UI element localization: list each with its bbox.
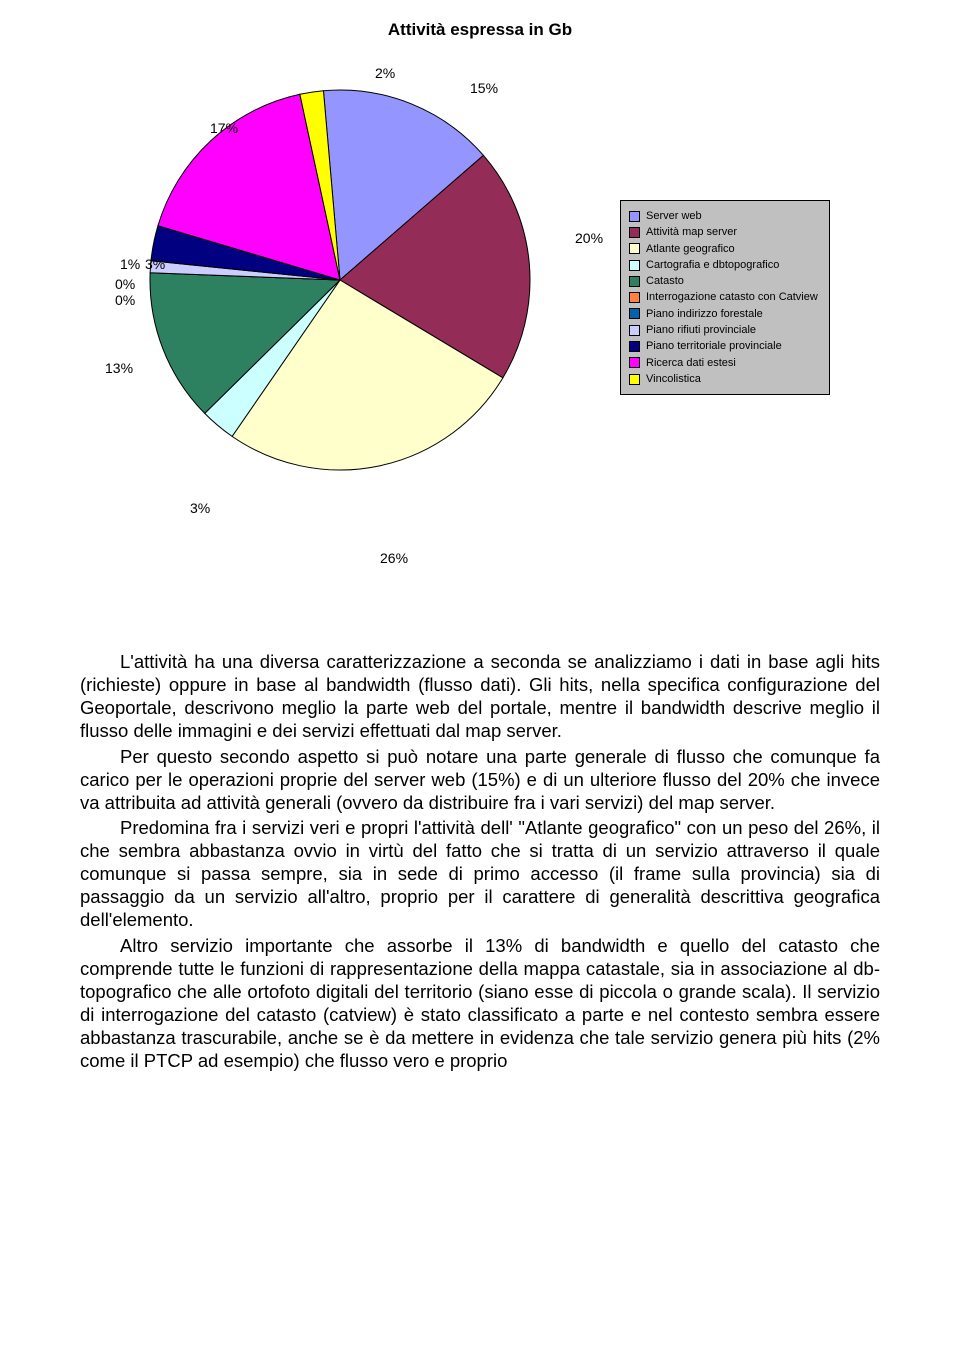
chart-legend: Server web Attività map server Atlante geo… bbox=[620, 200, 830, 395]
legend-item: Ricerca dati estesi bbox=[629, 356, 819, 370]
pie-pct-rifiuti: 1% bbox=[120, 256, 140, 272]
legend-item: Interrogazione catasto con Catview bbox=[629, 290, 819, 304]
legend-label: Ricerca dati estesi bbox=[646, 356, 736, 370]
legend-item: Piano indirizzo forestale bbox=[629, 307, 819, 321]
pie-pct-server-web: 15% bbox=[470, 80, 498, 96]
legend-swatch bbox=[629, 325, 640, 336]
legend-label: Piano territoriale provinciale bbox=[646, 339, 782, 353]
pie-chart bbox=[140, 80, 540, 480]
legend-swatch bbox=[629, 308, 640, 319]
legend-item: Atlante geografico bbox=[629, 242, 819, 256]
pie-pct-map-server: 20% bbox=[575, 230, 603, 246]
legend-swatch bbox=[629, 374, 640, 385]
legend-label: Piano indirizzo forestale bbox=[646, 307, 763, 321]
legend-label: Catasto bbox=[646, 274, 684, 288]
legend-item: Catasto bbox=[629, 274, 819, 288]
pie-pct-catview: 0% bbox=[115, 292, 135, 308]
pie-pct-cartografia: 3% bbox=[190, 500, 210, 516]
pie-pct-forestale: 0% bbox=[115, 276, 135, 292]
legend-swatch bbox=[629, 227, 640, 238]
paragraph-1: L'attività ha una diversa caratterizzazi… bbox=[80, 650, 880, 743]
legend-swatch bbox=[629, 341, 640, 352]
legend-swatch bbox=[629, 292, 640, 303]
legend-label: Atlante geografico bbox=[646, 242, 735, 256]
body-text: L'attività ha una diversa caratterizzazi… bbox=[80, 650, 880, 1072]
paragraph-2: Per questo secondo aspetto si può notare… bbox=[80, 745, 880, 814]
paragraph-4: Altro servizio importante che assorbe il… bbox=[80, 934, 880, 1073]
legend-label: Attività map server bbox=[646, 225, 737, 239]
legend-swatch bbox=[629, 243, 640, 254]
legend-swatch bbox=[629, 211, 640, 222]
legend-item: Server web bbox=[629, 209, 819, 223]
legend-swatch bbox=[629, 357, 640, 368]
legend-label: Interrogazione catasto con Catview bbox=[646, 290, 818, 304]
chart-area: 2% 15% 20% 26% 3% 13% 0% 0% 1% 3% 17% Se… bbox=[80, 60, 880, 620]
pie-pct-vincolistica: 2% bbox=[375, 65, 395, 81]
pie-pct-territoriale: 3% bbox=[145, 256, 165, 272]
legend-item: Piano territoriale provinciale bbox=[629, 339, 819, 353]
legend-item: Vincolistica bbox=[629, 372, 819, 386]
legend-swatch bbox=[629, 260, 640, 271]
legend-swatch bbox=[629, 276, 640, 287]
legend-item: Attività map server bbox=[629, 225, 819, 239]
pie-pct-atlante: 26% bbox=[380, 550, 408, 566]
legend-item: Piano rifiuti provinciale bbox=[629, 323, 819, 337]
legend-label: Piano rifiuti provinciale bbox=[646, 323, 756, 337]
paragraph-3: Predomina fra i servizi veri e propri l'… bbox=[80, 816, 880, 932]
legend-label: Server web bbox=[646, 209, 702, 223]
pie-pct-ricerca: 17% bbox=[210, 120, 238, 136]
legend-item: Cartografia e dbtopografico bbox=[629, 258, 819, 272]
page: Attività espressa in Gb 2% 15% 20% 26% 3… bbox=[0, 0, 960, 1114]
legend-label: Cartografia e dbtopografico bbox=[646, 258, 779, 272]
chart-title: Attività espressa in Gb bbox=[80, 20, 880, 40]
pie-pct-catasto: 13% bbox=[105, 360, 133, 376]
legend-label: Vincolistica bbox=[646, 372, 701, 386]
